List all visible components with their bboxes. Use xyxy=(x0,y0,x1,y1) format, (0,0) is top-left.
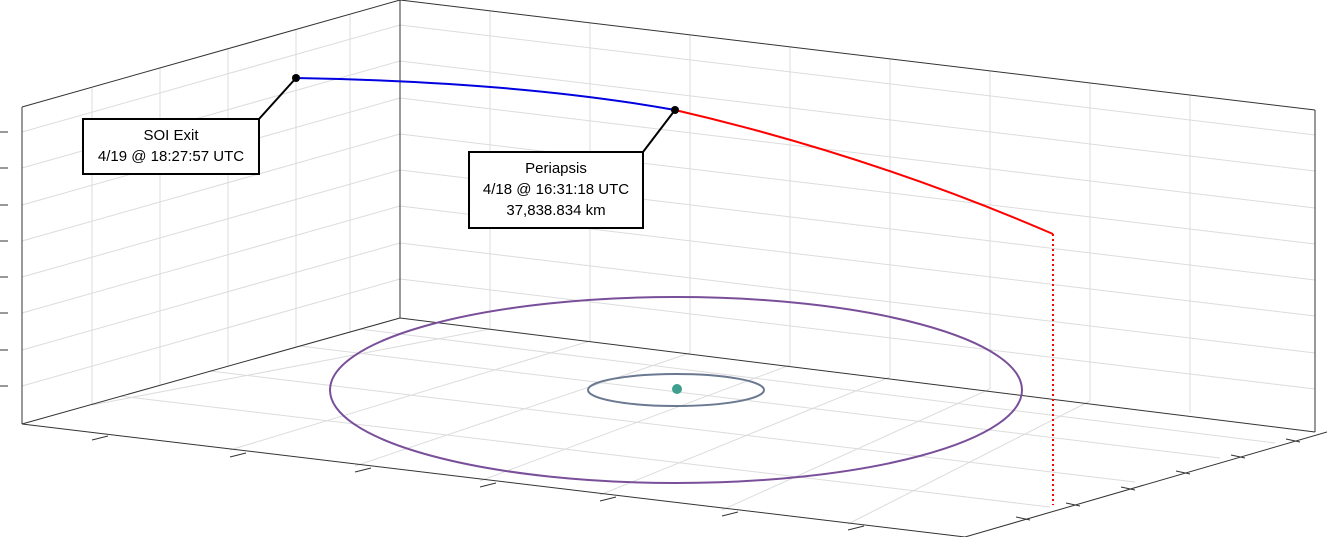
outer-orbit xyxy=(329,296,1023,484)
callout-box xyxy=(82,118,260,175)
callout-text: 37,838.834 km xyxy=(506,202,605,219)
callout-box xyxy=(468,151,644,229)
leader-line xyxy=(642,109,676,153)
soi-exit-point xyxy=(292,74,300,82)
callout-text: 4/19 @ 18:27:57 UTC xyxy=(98,148,244,165)
inner-orbit xyxy=(587,373,765,407)
leader-line xyxy=(258,77,297,120)
soi-exit-callout: SOI Exit 4/19 @ 18:27:57 UTC xyxy=(82,118,260,175)
periapsis-callout: Periapsis 4/18 @ 16:31:18 UTC 37,838.834… xyxy=(468,151,644,229)
approach-trajectory xyxy=(674,109,1054,235)
central-body xyxy=(672,384,682,394)
callout-text: 4/18 @ 16:31:18 UTC xyxy=(483,181,629,198)
periapsis-point xyxy=(671,106,679,114)
grid xyxy=(21,11,1316,525)
escape-trajectory xyxy=(295,77,676,111)
callout-title: Periapsis xyxy=(525,160,587,177)
ticks xyxy=(0,131,1301,531)
axes-frame xyxy=(21,0,1327,537)
callout-title: SOI Exit xyxy=(143,127,199,144)
